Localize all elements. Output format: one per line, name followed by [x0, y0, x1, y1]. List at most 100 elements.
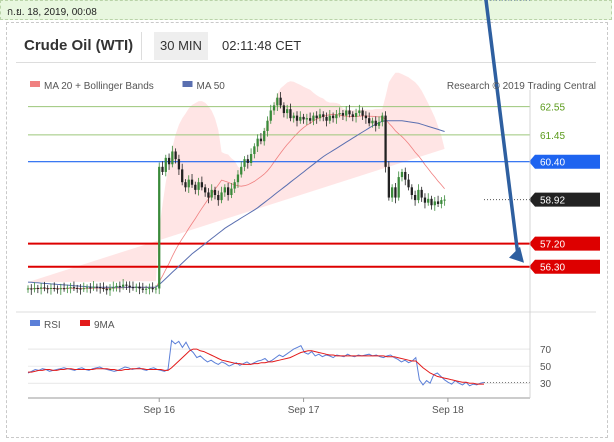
- candle-body: [115, 285, 118, 288]
- candle-body: [138, 286, 141, 289]
- candle-body: [377, 122, 381, 126]
- candle-body: [210, 189, 213, 198]
- candle-body: [420, 189, 423, 198]
- candle-body: [266, 120, 269, 131]
- candle-body: [141, 288, 144, 290]
- price-label-62.55: 62.55: [540, 103, 565, 114]
- chart-header: Crude Oil (WTI) 30 MIN 02:11:48 CET: [16, 32, 596, 63]
- candle-body: [269, 110, 272, 121]
- candle-body: [256, 138, 259, 147]
- candle-body: [85, 287, 89, 289]
- candle-body: [200, 182, 204, 188]
- candle-body: [368, 118, 371, 124]
- candle-body: [102, 287, 105, 289]
- candle-body: [354, 113, 358, 117]
- candle-body: [161, 166, 164, 172]
- candle-body: [59, 288, 62, 290]
- candle-body: [410, 187, 413, 195]
- candle-body: [289, 109, 292, 119]
- candle-body: [154, 288, 158, 290]
- x-tick-label: Sep 17: [288, 405, 320, 416]
- candle-body: [213, 189, 217, 195]
- forecast-arrow-head: [509, 246, 524, 263]
- candle-body: [158, 166, 161, 289]
- candle-body: [128, 285, 131, 288]
- candle-body: [204, 187, 207, 193]
- candle-body: [282, 105, 286, 114]
- candle-body: [325, 116, 328, 121]
- candle-body: [164, 157, 167, 172]
- candle-body: [194, 184, 197, 190]
- price-label-58.92: 58.92: [540, 196, 565, 207]
- legend-swatch-1: [182, 81, 193, 87]
- candle-body: [371, 120, 374, 124]
- candle-body: [308, 118, 312, 121]
- candle-body: [187, 179, 190, 188]
- candle-body: [112, 287, 115, 289]
- candle-body: [118, 285, 121, 287]
- candle-body: [351, 114, 354, 117]
- candle-body: [131, 287, 135, 289]
- candle-body: [433, 201, 436, 206]
- candle-body: [302, 116, 305, 120]
- candle-body: [226, 187, 230, 195]
- price-tag-56.30: [529, 259, 600, 274]
- candle-body: [30, 288, 33, 290]
- candle-body: [99, 287, 102, 289]
- candle-body: [249, 154, 253, 163]
- candle-body: [407, 179, 410, 188]
- candle-body: [348, 110, 351, 115]
- candle-body: [49, 287, 53, 289]
- candles: [26, 92, 446, 296]
- candle-body: [286, 109, 289, 114]
- date-banner-text: ก.ย. 18, 2019, 00:08: [7, 7, 97, 18]
- price-label-61.45: 61.45: [540, 131, 565, 142]
- candle-body: [305, 118, 308, 120]
- candle-body: [423, 197, 427, 203]
- candle-body: [338, 113, 341, 115]
- timeframe-label[interactable]: 30 MIN: [154, 32, 208, 60]
- rsi-legend-label-0: RSI: [44, 320, 61, 331]
- candle-body: [197, 182, 200, 190]
- candle-body: [230, 188, 233, 195]
- candle-body: [190, 179, 194, 185]
- candle-body: [76, 287, 79, 289]
- ma20-line: [27, 114, 445, 290]
- time-label: 02:11:48 CET: [222, 38, 302, 53]
- legend-label-0: MA 20 + Bollinger Bands: [44, 81, 154, 92]
- candle-body: [253, 146, 256, 155]
- candle-body: [177, 159, 181, 170]
- candle-body: [217, 195, 220, 201]
- price-label-60.40: 60.40: [540, 158, 565, 169]
- candle-body: [151, 287, 154, 290]
- candle-body: [223, 187, 226, 193]
- candle-body: [374, 120, 377, 126]
- candle-body: [36, 287, 39, 289]
- x-axis: Sep 16 Sep 17 Sep 18: [28, 90, 531, 416]
- candle-body: [272, 105, 276, 111]
- candle-body: [144, 288, 148, 290]
- candle-body: [394, 187, 397, 198]
- candle-body: [148, 287, 151, 289]
- candle-body: [345, 110, 348, 116]
- candle-body: [181, 169, 184, 183]
- candle-body: [443, 199, 446, 201]
- legend-label-1: MA 50: [197, 81, 226, 92]
- candle-body: [62, 288, 66, 290]
- rsi-ma-line: [28, 348, 484, 385]
- candle-body: [243, 159, 246, 167]
- candle-body: [72, 287, 76, 289]
- rsi-legend-label-1: 9MA: [94, 320, 115, 331]
- chart-frame: [6, 22, 608, 438]
- candle-body: [79, 288, 82, 290]
- price-tag-58.92: [529, 192, 600, 207]
- candle-body: [207, 192, 210, 198]
- rsi-tick-70: 70: [540, 345, 552, 356]
- candle-body: [436, 201, 440, 204]
- candle-body: [328, 115, 331, 121]
- candle-body: [331, 115, 335, 119]
- candle-body: [440, 200, 443, 204]
- date-banner: ก.ย. 18, 2019, 00:08: [0, 0, 612, 20]
- candle-body: [26, 288, 30, 290]
- candle-body: [233, 182, 236, 189]
